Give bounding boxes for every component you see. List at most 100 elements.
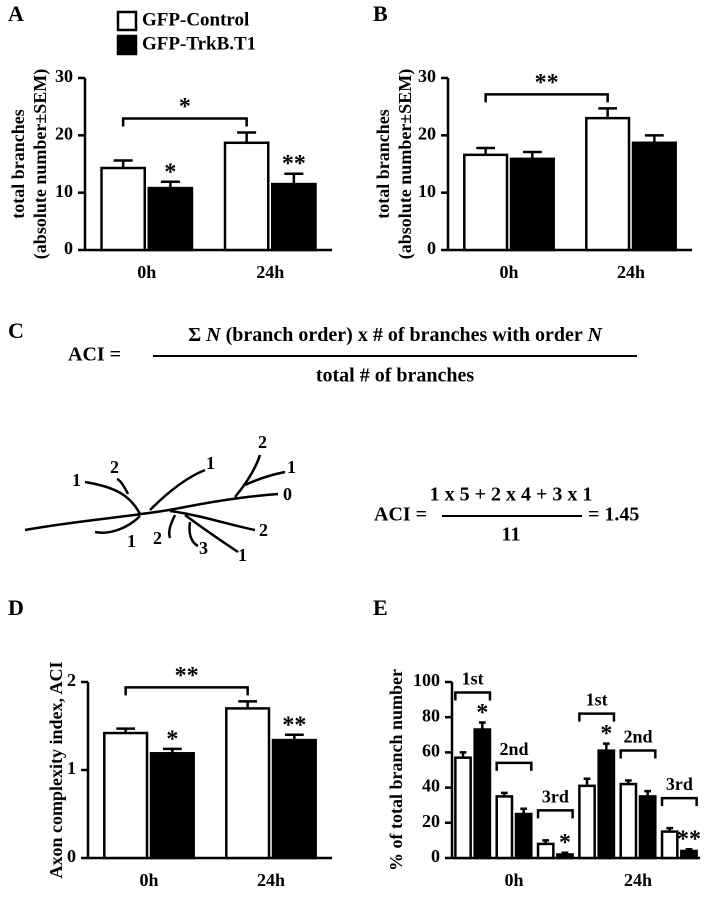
error-bar [644,134,664,143]
panel-label: A [8,1,24,26]
bracket-label: 1st [462,669,484,689]
bracket-label: 3rd [542,787,569,807]
y-tick-label: 20 [422,811,440,831]
y-tick-label: 0 [67,846,76,866]
error-bar [238,700,258,709]
bar [495,795,514,860]
bracket [124,686,249,696]
numerator-part: (branch order) x # of branches with orde… [221,324,588,346]
y-tick-label: 100 [413,670,440,690]
error-bar [116,727,136,734]
error-bar [598,107,618,119]
tree-branch [24,492,279,532]
numerator-part: Σ [188,324,206,346]
tree-branch [167,514,177,539]
tree-label: 1 [72,470,81,490]
formula-lhs: ACI = [68,344,121,366]
bar [100,166,146,252]
bar [149,752,195,860]
y-tick-label: 10 [418,181,436,201]
error-bar [284,733,304,741]
bar [514,812,533,860]
significance: ** [175,663,199,689]
y-axis-title: Axon complexity index, ACI [46,661,66,878]
bracket-label: 3rd [666,774,693,794]
bar [509,157,555,252]
bracket [536,809,574,819]
significance: * [476,700,488,726]
tree-branch [244,470,286,487]
bar [225,707,271,860]
x-tick-label: 0h [139,870,158,890]
bracket-label: 1st [586,690,608,710]
error-bar [284,172,304,185]
y-tick-label: 20 [55,123,73,143]
x-tick-label: 24h [256,262,284,282]
tree-label: 1 [287,457,296,477]
error-bar [113,159,133,169]
x-tick-label: 0h [499,262,518,282]
legend-swatch [116,10,138,32]
bar [578,784,596,860]
example-numerator: 1 x 5 + 2 x 4 + 3 x 1 [430,484,593,506]
bar [103,731,149,860]
bar [536,842,555,860]
numerator-part: N [205,324,222,346]
formula-numerator: Σ N (branch order) x # of branches with … [188,324,603,346]
y-tick-label: 10 [55,181,73,201]
error-bar [542,839,550,844]
tree-branch [94,515,141,534]
y-tick-label: 1 [67,758,76,778]
error-bar [602,742,610,751]
tree-branch [184,513,239,554]
legend-swatch [116,34,138,56]
significance: ** [282,151,306,177]
bracket-label: 2nd [499,739,528,759]
y-tick-label: 30 [418,66,436,86]
example-result: = 1.45 [588,504,639,526]
legend-label: GFP-TrkB.T1 [142,33,256,54]
x-tick-label: 0h [504,870,523,890]
tree-label: 1 [127,531,136,551]
panel-label: E [373,595,388,620]
y-tick-label: 30 [55,66,73,86]
bracket [660,796,698,807]
x-tick-label: 0h [137,262,156,282]
error-bar [478,721,486,730]
y-tick-label: 40 [422,776,440,796]
error-bar [624,779,632,785]
error-bar [459,751,467,758]
example-lhs: ACI = [374,504,427,526]
significance: ** [677,827,701,853]
significance: ** [535,70,559,96]
y-tick-label: 20 [418,123,436,143]
y-tick-label: 0 [64,238,73,258]
y-axis-title: total branches [8,109,28,219]
significance: ** [282,712,306,738]
tree-label: 2 [153,528,162,548]
bar [597,749,616,860]
formula-denominator: total # of branches [316,365,475,387]
y-tick-label: 80 [422,705,440,725]
significance: * [164,159,176,185]
tree-label: 2 [258,432,267,452]
bar [631,141,677,252]
panel-label: B [373,1,388,26]
y-axis-title: % of total branch number [386,669,406,871]
bracket [454,691,492,701]
bracket [619,749,657,759]
error-bar [583,777,591,786]
bracket-label: 2nd [623,727,652,747]
bar [463,153,509,252]
tree-branch [84,480,142,515]
bar [271,738,317,860]
tree-label: 3 [199,538,208,558]
x-tick-label: 24h [624,870,652,890]
bracket [484,93,609,103]
tree-label: 2 [110,457,119,477]
error-bar [500,791,508,797]
tree-branch [149,468,206,511]
bracket [121,117,248,127]
y-axis-title: (absolute number±SEM) [30,69,51,259]
bar [223,141,270,252]
